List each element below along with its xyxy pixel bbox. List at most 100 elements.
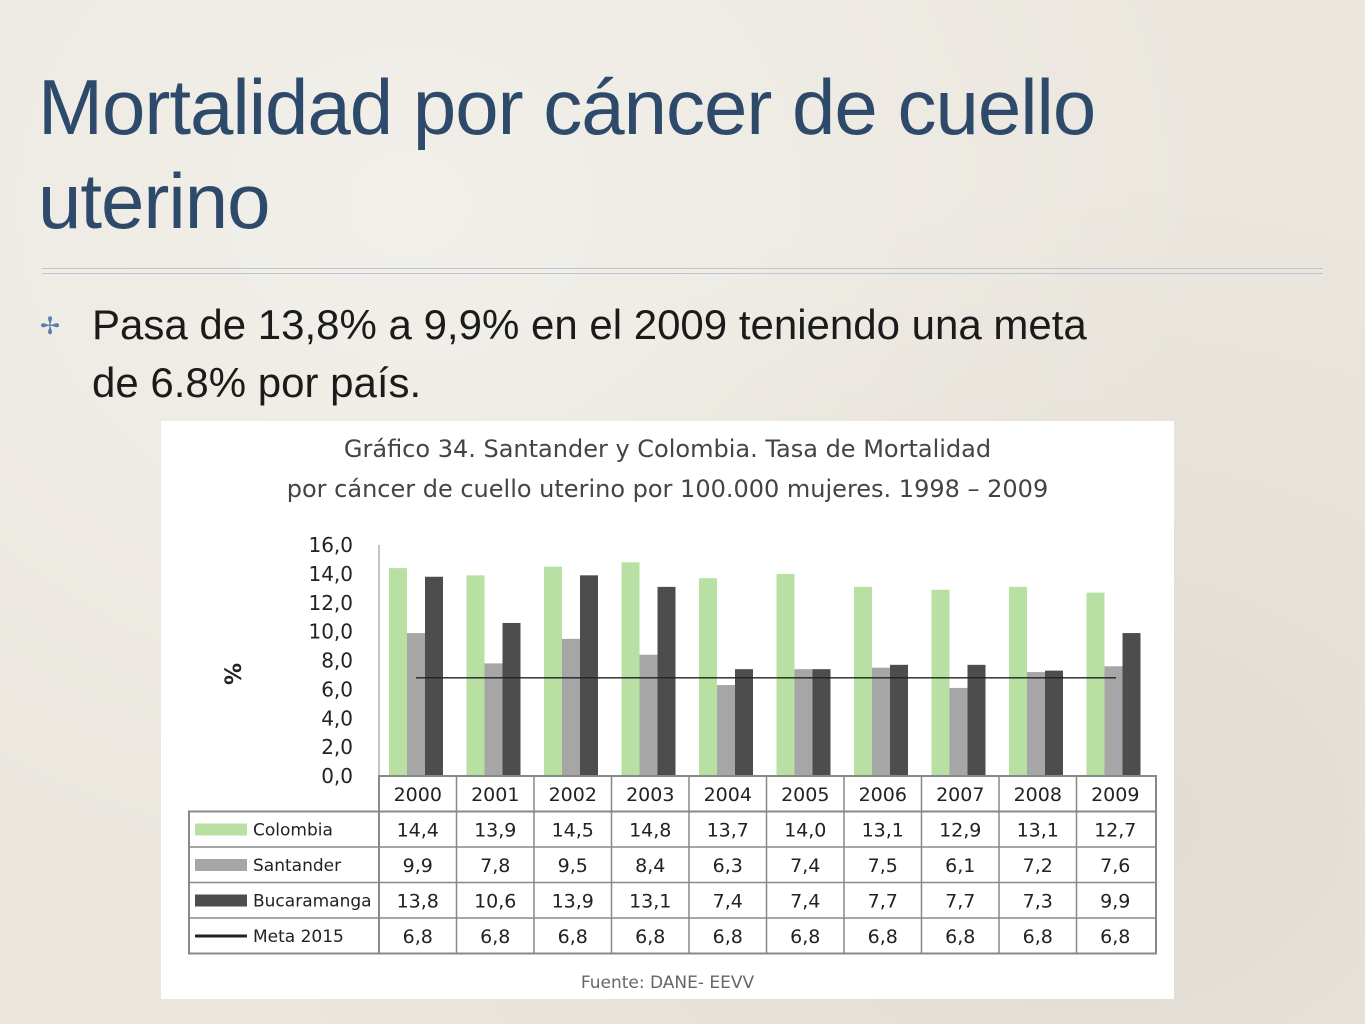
bar-colombia-2005 [776,573,795,776]
x-tick-label: 2002 [549,784,597,806]
data-label: 13,9 [552,891,594,913]
bar-santander-2007 [949,687,968,776]
x-tick-label: 2000 [394,784,442,806]
data-label: 13,9 [474,820,516,842]
data-label: 13,1 [629,891,671,913]
data-label: 7,4 [790,855,820,877]
data-label: 7,8 [480,855,510,877]
chart-svg: 0,0 2,0 4,0 6,0 8,0 10,0 12,0 14,0 16,0% 2000 2001… [188,533,1157,955]
bullet-text: Pasa de 13,8% a 9,9% en el 2009 teniendo… [92,296,1332,412]
y-tick-label: 0,0 [321,764,353,788]
bar-colombia-2006 [854,586,872,776]
chart-title-line-2: por cáncer de cuello uterino por 100.000… [286,475,1049,503]
bar-santander-2001 [484,663,503,776]
data-label: 9,5 [558,855,588,877]
legend-label: Meta 2015 [253,927,344,947]
data-label: 7,7 [868,891,898,913]
data-label: 6,8 [635,926,665,948]
data-label: 6,8 [480,926,510,948]
slide-title-line-1: Mortalidad por cáncer de cuello [38,63,1096,151]
bar-santander-2003 [639,654,658,776]
x-tick-label: 2004 [704,784,752,806]
title-divider-bottom [42,273,1323,274]
bar-bucaramanga-2002 [580,575,598,776]
data-label: 8,4 [635,855,665,877]
x-tick-label: 2009 [1091,784,1139,806]
x-tick-label: 2008 [1014,784,1062,806]
y-tick-label: 10,0 [308,620,353,644]
data-label: 6,8 [558,926,588,948]
data-label: 13,7 [707,820,749,842]
bar-colombia-2001 [466,575,485,776]
bar-bucaramanga-2003 [657,586,676,776]
chart-title: Gráfico 34. Santander y Colombia. Tasa d… [161,429,1174,509]
chart-source: Fuente: DANE- EEVV [580,973,755,993]
chart-figure: Gráfico 34. Santander y Colombia. Tasa d… [161,421,1174,999]
data-label: 14,0 [784,820,826,842]
slide-title: Mortalidad por cáncer de cuello uterino [38,60,1298,248]
y-tick-label: 6,0 [321,677,353,701]
bar-bucaramanga-2000 [425,576,443,776]
data-label: 13,8 [397,891,439,913]
bar-santander-2000 [407,633,425,776]
chart-title-line-1: Gráfico 34. Santander y Colombia. Tasa d… [343,435,992,463]
data-label: 7,4 [790,891,820,913]
bullet-text-line-2: de 6.8% por país. [92,359,422,406]
legend-key-colombia [195,823,247,836]
title-divider-top [42,268,1323,269]
bar-santander-2008 [1027,672,1045,776]
bar-colombia-2000 [389,568,407,776]
y-axis-label: % [222,663,247,685]
x-tick-label: 2005 [781,784,829,806]
bar-colombia-2003 [621,562,640,776]
legend-key-santander [195,859,247,871]
x-tick-label: 2001 [471,784,519,806]
bar-colombia-2002 [544,566,562,776]
data-label: 7,7 [945,891,975,913]
legend-key-bucaramanga [195,894,247,907]
data-label: 7,4 [713,891,743,913]
data-label: 9,9 [403,855,433,877]
data-label: 7,5 [868,855,898,877]
bar-santander-2004 [717,685,735,776]
data-label: 12,9 [939,820,981,842]
data-label: 7,3 [1023,891,1053,913]
bar-bucaramanga-2004 [735,669,753,776]
bar-santander-2009 [1104,666,1123,776]
data-label: 10,6 [474,891,516,913]
bar-bucaramanga-2009 [1122,633,1141,776]
data-label: 6,3 [713,855,743,877]
bar-bucaramanga-2006 [890,664,908,776]
bar-santander-2005 [794,669,813,776]
bar-santander-2006 [872,667,890,776]
data-label: 13,1 [862,820,904,842]
data-label: 9,9 [1100,891,1130,913]
x-tick-label: 2006 [859,784,907,806]
data-label: 12,7 [1094,820,1136,842]
data-label: 6,8 [1100,926,1130,948]
legend-label: Santander [253,856,341,876]
bar-santander-2002 [562,638,580,776]
y-tick-label: 8,0 [321,649,353,673]
data-label: 6,1 [945,855,975,877]
y-tick-label: 14,0 [308,562,353,586]
data-label: 6,8 [790,926,820,948]
data-label: 7,6 [1100,855,1130,877]
y-tick-label: 2,0 [321,735,353,759]
legend-label: Colombia [253,821,333,841]
bar-colombia-2008 [1009,586,1027,776]
data-label: 6,8 [403,926,433,948]
slide-title-line-2: uterino [38,157,271,245]
y-tick-label: 12,0 [308,591,353,615]
data-label: 14,8 [629,820,671,842]
bar-colombia-2004 [699,578,717,776]
data-label: 6,8 [1023,926,1053,948]
data-label: 6,8 [713,926,743,948]
x-tick-label: 2003 [626,784,674,806]
data-label: 14,4 [397,820,439,842]
bar-bucaramanga-2008 [1045,670,1063,776]
bullet-text-line-1: Pasa de 13,8% a 9,9% en el 2009 teniendo… [92,301,1087,348]
legend-label: Bucaramanga [253,892,372,912]
x-tick-label: 2007 [936,784,984,806]
bar-bucaramanga-2005 [812,669,831,776]
